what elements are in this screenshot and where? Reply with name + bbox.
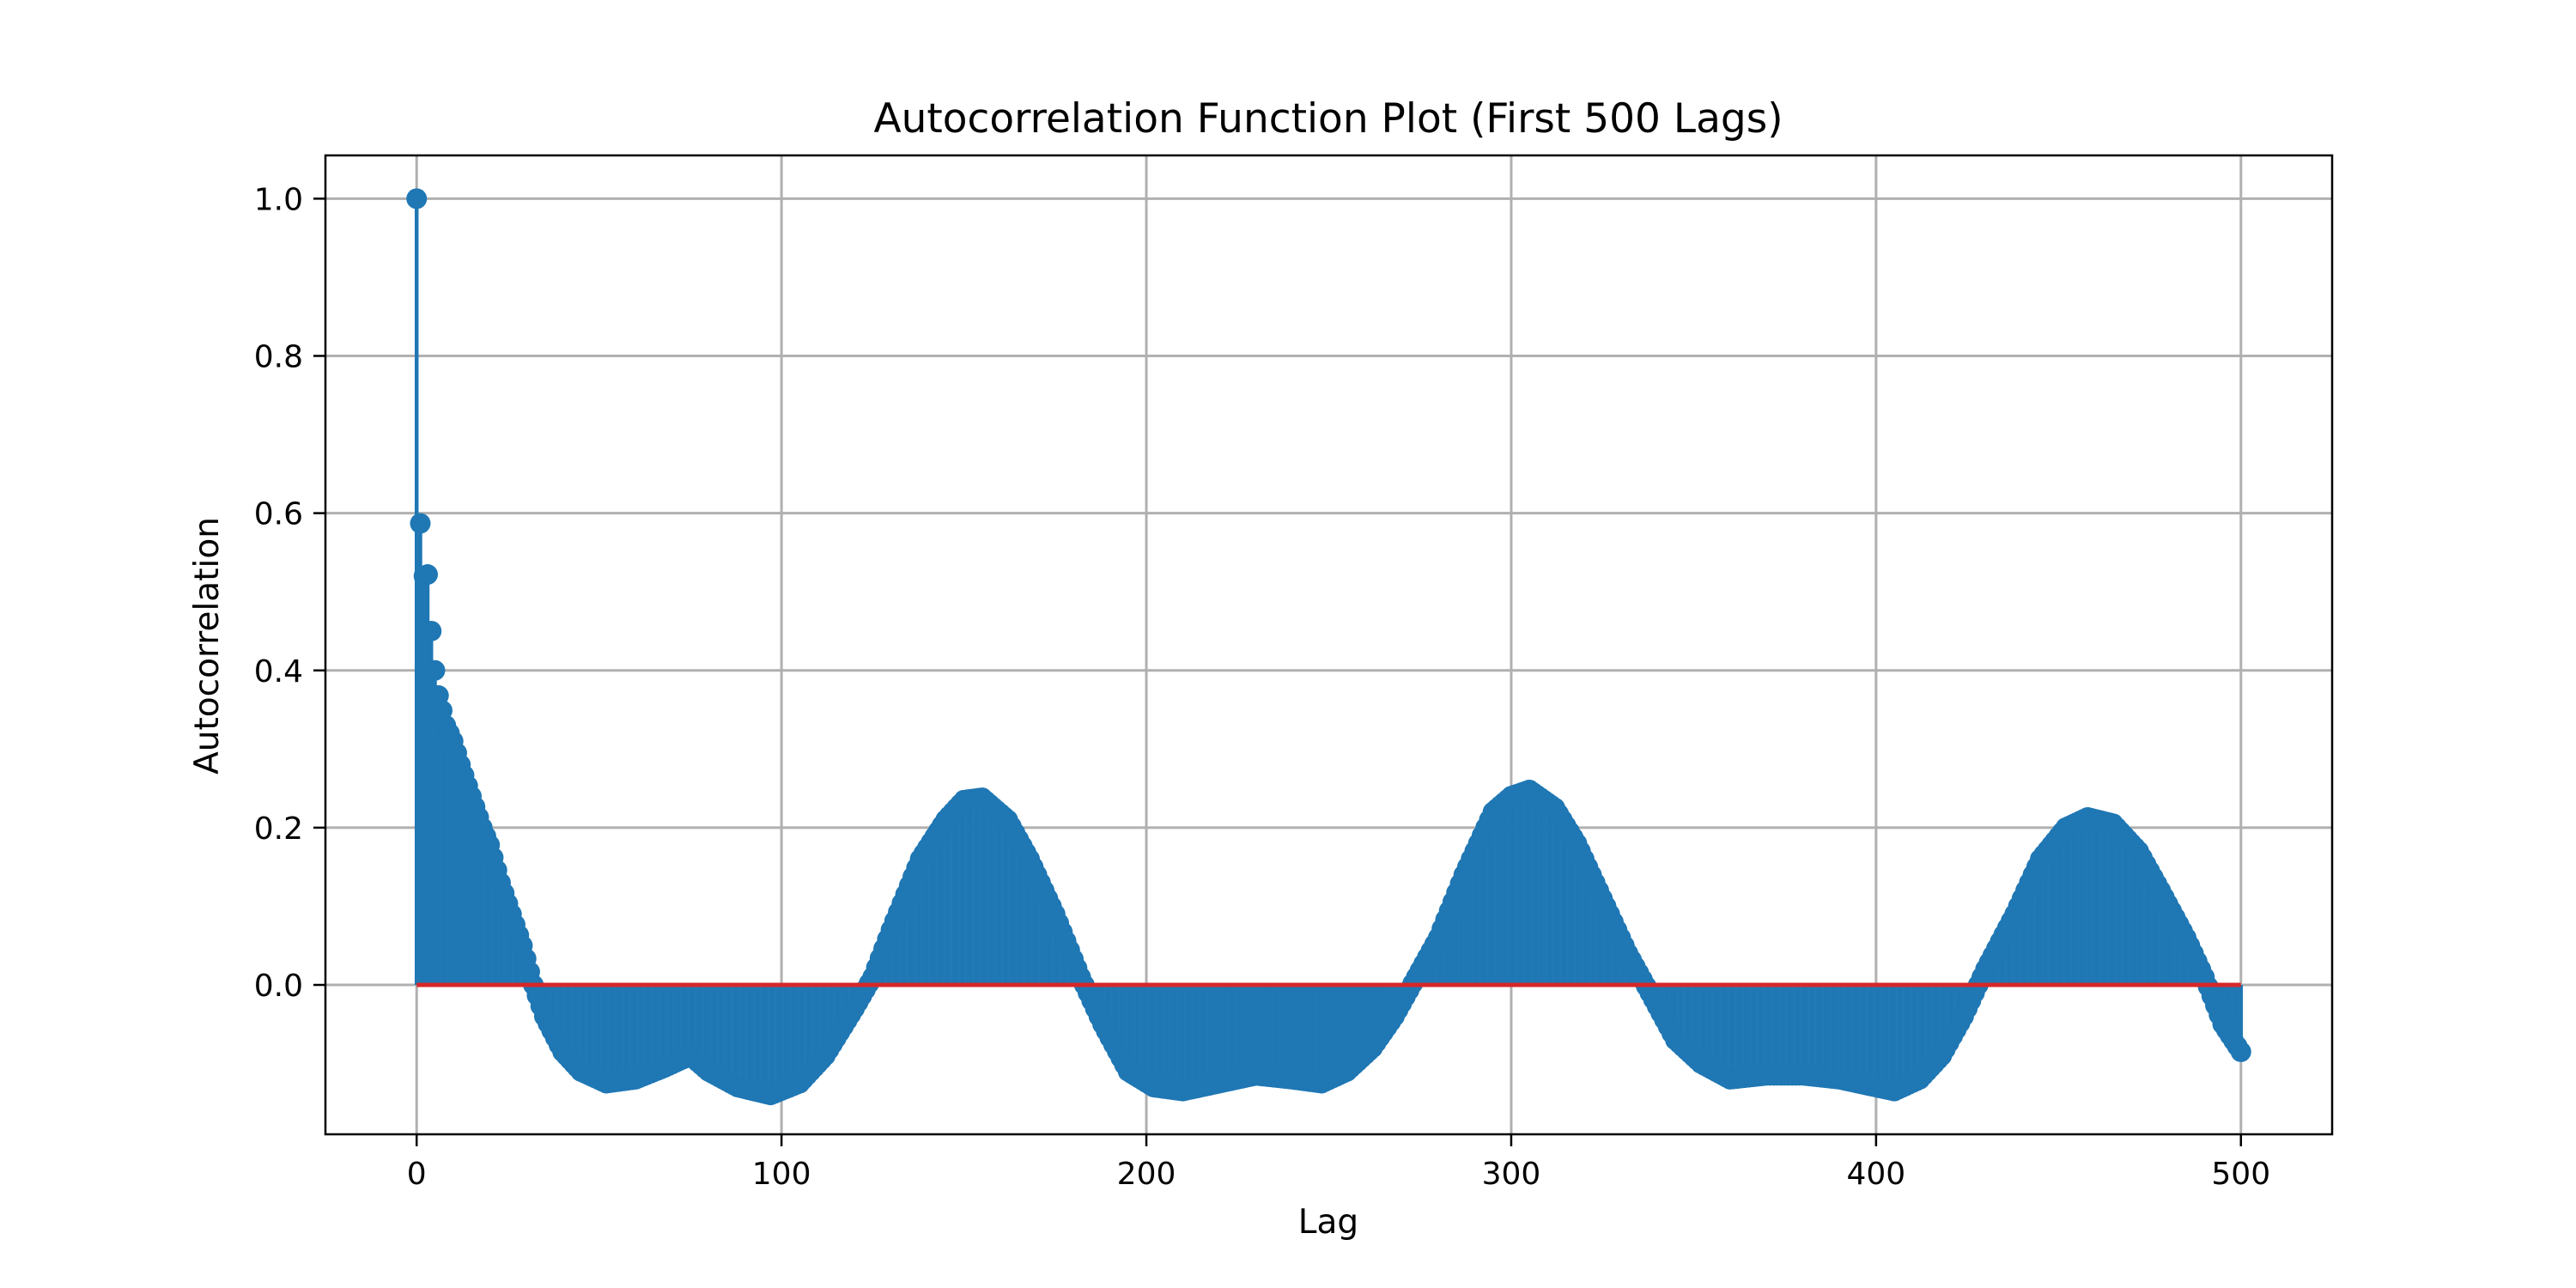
data-layer — [406, 188, 2251, 1106]
x-axis-title: Lag — [1298, 1203, 1358, 1242]
chart-title: Autocorrelation Function Plot (First 500… — [873, 95, 1783, 143]
y-tick-label-1: 0.2 — [254, 811, 303, 847]
y-tick-label-4: 0.8 — [254, 339, 303, 374]
x-tick-label-4: 400 — [1847, 1157, 1906, 1192]
x-tick-label-1: 100 — [752, 1157, 811, 1192]
axis-layer: 0 100 200 300 400 500 0.0 0.2 0.4 0.6 0.8 1.0 — [254, 154, 2334, 1192]
x-tick-label-5: 500 — [2211, 1157, 2270, 1192]
marker-lag-4 — [421, 620, 442, 641]
y-tick-label-2: 0.4 — [254, 654, 303, 690]
plot-frame — [324, 154, 2334, 1136]
x-tick-label-0: 0 — [407, 1157, 427, 1192]
x-tick-label-2: 200 — [1117, 1157, 1176, 1192]
marker-lag-3 — [416, 564, 438, 586]
marker-lag-500 — [2230, 1041, 2251, 1062]
y-axis-title: Autocorrelation — [188, 517, 227, 775]
y-tick-label-5: 1.0 — [254, 182, 303, 217]
marker-lag-1 — [410, 513, 431, 534]
y-tick-label-0: 0.0 — [254, 969, 303, 1004]
x-tick-label-3: 300 — [1482, 1157, 1541, 1192]
marker-lag-0 — [406, 188, 428, 210]
marker-lag-5 — [424, 659, 446, 681]
y-tick-label-3: 0.6 — [254, 497, 303, 532]
